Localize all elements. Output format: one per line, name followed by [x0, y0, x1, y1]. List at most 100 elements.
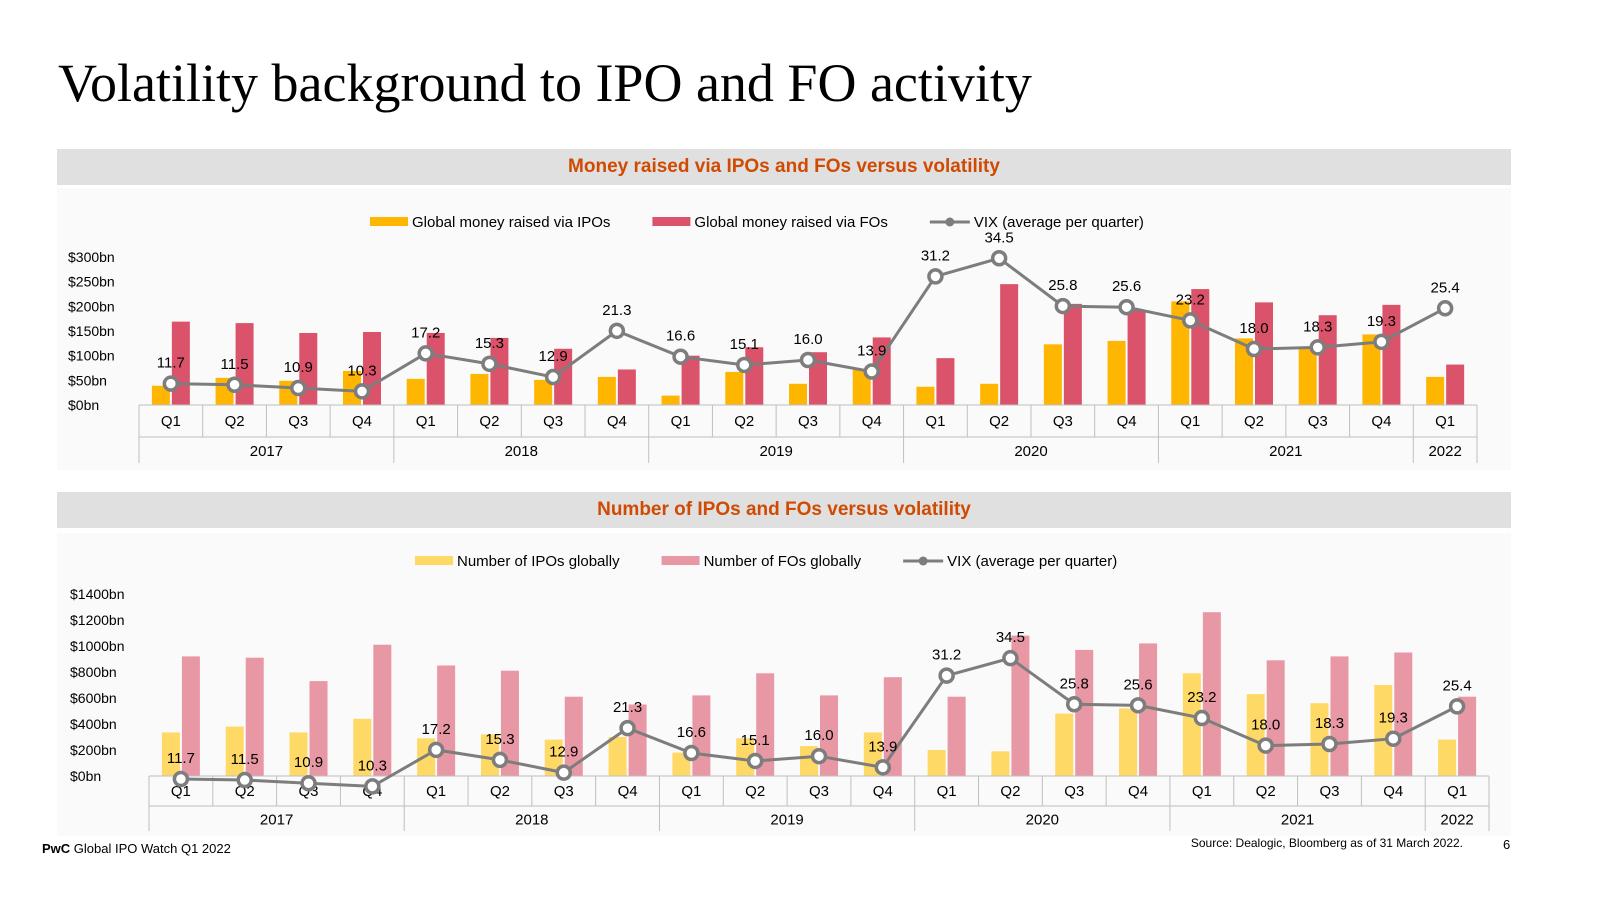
year-label: 2018: [505, 443, 538, 460]
vix-point: [1321, 735, 1338, 753]
vix-data-label: 25.6: [1123, 676, 1152, 693]
year-label: 2021: [1269, 443, 1302, 460]
bar-ipo: [927, 750, 946, 776]
footer: PwC Global IPO Watch Q1 2022: [42, 841, 231, 856]
bar-fo: [1075, 649, 1094, 776]
x-tick-label: Q1: [1447, 783, 1467, 800]
y-tick-label: $400bn: [70, 716, 117, 732]
vix-point: [481, 355, 498, 373]
source-note: Source: Dealogic, Bloomberg as of 31 Mar…: [1190, 836, 1463, 850]
bar-ipo: [1246, 694, 1265, 776]
bar-ipo: [991, 751, 1010, 776]
bar-ipo: [1055, 713, 1074, 776]
bar-fo: [1063, 303, 1082, 405]
bar-ipo: [1043, 344, 1062, 405]
x-tick-label: Q1: [1180, 413, 1200, 430]
x-tick-label: Q4: [1383, 783, 1403, 800]
bar-fo: [1446, 364, 1465, 405]
bar-fo: [181, 656, 200, 776]
vix-point: [236, 771, 253, 789]
x-tick-label: Q1: [1435, 413, 1455, 430]
bar-fo: [490, 337, 509, 405]
footer-text: Global IPO Watch Q1 2022: [73, 841, 231, 856]
bar-fo: [554, 348, 573, 405]
vix-data-label: 21.3: [602, 302, 631, 319]
x-tick-label: Q2: [1000, 783, 1020, 800]
x-tick-label: Q2: [745, 783, 765, 800]
y-tick-label: $1200bn: [70, 612, 125, 628]
vix-data-label: 11.5: [221, 356, 249, 373]
y-tick-label: $250bn: [68, 274, 115, 290]
vix-point: [927, 268, 944, 285]
vix-point: [555, 764, 573, 781]
bar-ipo: [406, 378, 425, 405]
bar-ipo: [789, 383, 807, 405]
vix-point: [1065, 696, 1083, 713]
vix-point: [746, 752, 764, 770]
vix-data-label: 18.0: [1251, 717, 1280, 734]
x-tick-label: Q1: [937, 783, 957, 800]
chart2-title: Number of IPOs and FOs versus volatility: [597, 499, 971, 520]
bar-ipo: [470, 373, 489, 405]
bar-fo: [936, 358, 955, 405]
x-tick-label: Q4: [352, 413, 372, 430]
x-tick-label: Q2: [989, 413, 1009, 430]
bar-ipo: [608, 737, 627, 776]
vix-point: [544, 368, 562, 386]
legend-swatch: [370, 217, 408, 226]
year-label: 2022: [1428, 443, 1461, 460]
bar-ipo: [289, 732, 308, 776]
bar-ipo: [353, 718, 372, 776]
bar-fo: [1255, 302, 1273, 405]
bar-fo: [1394, 652, 1413, 776]
bar-fo: [756, 673, 775, 776]
bar-fo: [1127, 309, 1146, 405]
bar-ipo: [1182, 673, 1201, 776]
vix-data-label: 16.6: [677, 724, 706, 741]
vix-data-label: 17.2: [422, 721, 451, 738]
legend-label: Number of FOs globally: [704, 553, 862, 570]
vix-point: [1118, 298, 1135, 316]
y-tick-label: $600bn: [70, 690, 117, 706]
x-tick-label: Q1: [671, 413, 691, 430]
x-tick-label: Q1: [1192, 783, 1212, 800]
vix-point: [417, 345, 434, 362]
vix-data-label: 25.8: [1048, 277, 1077, 294]
bar-ipo: [1362, 334, 1381, 405]
vix-point: [491, 751, 509, 769]
chart2-title-band: Number of IPOs and FOs versus volatility: [57, 492, 1511, 528]
vix-point: [162, 375, 180, 392]
bar-fo: [1011, 635, 1030, 776]
bar-fo: [947, 696, 966, 776]
x-tick-label: Q1: [161, 413, 181, 430]
vix-point: [672, 348, 689, 365]
vix-data-label: 13.9: [857, 343, 886, 360]
x-tick-label: Q3: [554, 783, 574, 800]
bar-fo: [1139, 643, 1158, 776]
bar-fo: [883, 677, 902, 776]
chart1-title-band: Money raised via IPOs and FOs versus vol…: [57, 149, 1511, 185]
x-tick-label: Q3: [543, 413, 563, 430]
vix-data-label: 25.4: [1442, 677, 1471, 694]
y-tick-label: $50bn: [68, 372, 107, 388]
legend-marker: [918, 556, 928, 566]
vix-point: [938, 667, 955, 684]
vix-data-label: 15.3: [475, 335, 504, 352]
vix-point: [1002, 649, 1019, 667]
vix-data-label: 15.3: [485, 731, 514, 748]
legend-swatch: [415, 556, 453, 565]
vix-point: [683, 744, 700, 762]
vix-point: [736, 356, 753, 374]
chart1-title: Money raised via IPOs and FOs versus vol…: [568, 156, 1000, 177]
bar-ipo: [1171, 301, 1190, 405]
vix-data-label: 17.2: [411, 324, 440, 341]
bar-fo: [617, 369, 636, 405]
bar-fo: [1000, 284, 1019, 405]
vix-point: [1245, 340, 1263, 358]
vix-point: [1129, 697, 1147, 714]
vix-data-label: 19.3: [1379, 710, 1408, 727]
x-tick-label: Q1: [426, 783, 446, 800]
bar-ipo: [980, 383, 999, 405]
bar-ipo: [1107, 340, 1126, 405]
